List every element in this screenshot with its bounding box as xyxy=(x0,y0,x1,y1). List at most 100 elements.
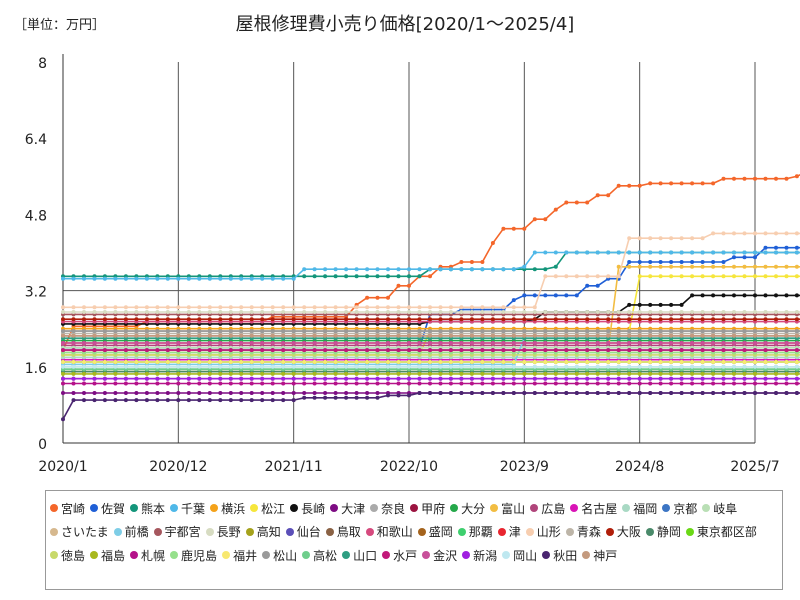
data-point xyxy=(774,391,778,395)
data-point xyxy=(763,371,768,376)
data-point xyxy=(606,348,611,353)
data-point xyxy=(480,329,485,334)
data-point xyxy=(794,245,799,250)
data-point xyxy=(207,348,212,353)
data-point xyxy=(270,391,275,395)
data-point xyxy=(753,310,757,314)
data-point xyxy=(92,305,97,310)
data-point xyxy=(721,364,726,369)
data-point xyxy=(113,329,118,334)
data-point xyxy=(448,381,453,386)
data-point xyxy=(679,264,684,269)
data-point xyxy=(448,317,453,322)
data-point xyxy=(627,260,632,264)
data-point xyxy=(690,293,695,298)
data-point xyxy=(742,274,747,279)
legend-item: 京都 xyxy=(662,500,697,517)
data-point xyxy=(784,371,789,376)
data-point xyxy=(543,329,548,334)
data-point xyxy=(249,317,254,322)
data-point xyxy=(732,231,736,236)
legend-marker xyxy=(245,527,254,536)
data-point xyxy=(82,310,86,314)
data-point xyxy=(753,333,757,338)
data-point xyxy=(532,329,537,334)
data-point xyxy=(774,341,778,345)
data-point xyxy=(375,371,380,376)
data-point xyxy=(249,329,254,334)
data-point xyxy=(742,348,747,353)
data-point xyxy=(92,329,97,334)
data-point xyxy=(417,329,422,334)
data-point xyxy=(753,364,757,369)
legend-marker xyxy=(645,527,654,536)
data-point xyxy=(407,310,411,314)
data-point xyxy=(270,333,275,338)
data-point xyxy=(249,341,254,345)
data-point xyxy=(774,245,778,250)
data-point xyxy=(669,310,674,314)
data-point xyxy=(92,333,97,338)
data-point xyxy=(155,371,160,376)
legend-item: 高知 xyxy=(245,523,281,540)
data-point xyxy=(669,381,674,386)
data-point xyxy=(585,360,590,364)
legend-label: 京都 xyxy=(673,501,698,516)
data-point xyxy=(365,395,370,400)
data-point xyxy=(417,274,422,279)
legend-marker xyxy=(530,504,539,512)
data-point xyxy=(564,333,569,338)
data-point xyxy=(480,267,485,272)
data-point xyxy=(574,333,579,338)
data-point xyxy=(396,364,401,369)
data-point xyxy=(511,333,516,338)
data-point xyxy=(501,360,506,364)
data-point xyxy=(564,364,569,369)
data-point xyxy=(281,305,286,310)
data-point xyxy=(679,381,684,386)
x-tick-label: 2022/10 xyxy=(380,459,438,475)
data-point xyxy=(543,371,548,376)
data-point xyxy=(354,371,359,376)
data-point xyxy=(102,360,107,364)
data-point xyxy=(92,391,97,395)
data-point xyxy=(774,376,778,381)
data-point xyxy=(260,348,265,353)
data-point xyxy=(312,381,317,386)
data-point xyxy=(302,395,307,400)
data-point xyxy=(270,398,275,403)
data-point xyxy=(763,364,768,369)
data-point xyxy=(711,231,716,236)
data-point xyxy=(564,293,569,298)
data-point xyxy=(742,264,747,269)
data-point xyxy=(459,371,464,376)
data-point xyxy=(438,376,443,381)
data-point xyxy=(616,360,621,364)
data-point xyxy=(574,376,579,381)
legend-item: 大分 xyxy=(450,500,485,517)
data-point xyxy=(61,333,65,338)
data-point xyxy=(658,391,663,395)
data-point xyxy=(784,264,789,269)
data-point xyxy=(134,398,139,403)
data-point xyxy=(438,333,443,338)
data-point xyxy=(207,333,212,338)
data-point xyxy=(239,310,244,314)
data-point xyxy=(71,376,76,381)
data-point xyxy=(155,381,160,386)
data-point xyxy=(82,305,86,310)
data-point xyxy=(700,329,705,334)
data-point xyxy=(239,371,244,376)
data-point xyxy=(134,305,139,310)
data-point xyxy=(448,360,453,364)
data-point xyxy=(186,276,191,281)
data-point xyxy=(501,226,506,231)
data-point xyxy=(627,381,632,386)
data-point xyxy=(459,360,464,364)
data-point xyxy=(228,381,233,386)
data-point xyxy=(239,329,244,334)
data-point xyxy=(627,250,632,255)
data-point xyxy=(291,371,296,376)
data-point xyxy=(344,360,349,364)
data-point xyxy=(323,305,328,310)
